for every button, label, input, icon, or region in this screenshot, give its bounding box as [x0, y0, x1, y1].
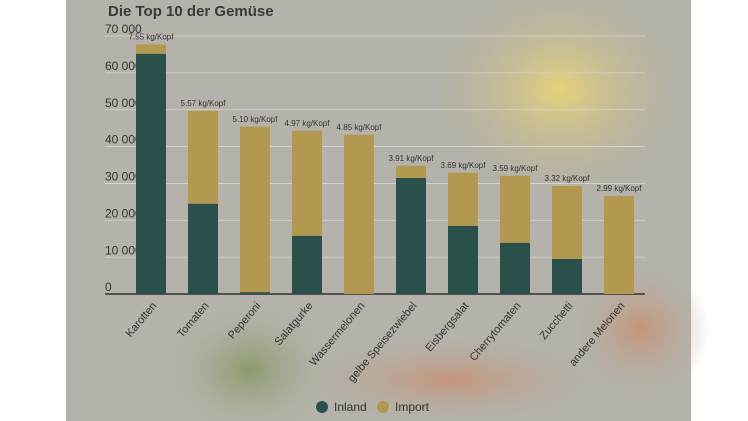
bar-segment [448, 172, 478, 226]
bar-segment [292, 130, 322, 236]
data-label: 3.32 kg/Kopf [545, 174, 591, 183]
bar-segment [240, 126, 270, 293]
bar-segment [552, 186, 582, 259]
bar-segment [448, 225, 478, 294]
data-label: 5.10 kg/Kopf [233, 115, 279, 124]
legend-label: Inland [334, 400, 367, 414]
bar-segment [136, 53, 166, 294]
y-tick-label: 20 000 [105, 206, 142, 220]
data-label: 5.57 kg/Kopf [181, 99, 227, 108]
data-label: 2.99 kg/Kopf [597, 184, 643, 193]
bar-segment [136, 44, 166, 54]
data-label: 3.69 kg/Kopf [441, 161, 487, 170]
background-shape [430, 0, 690, 200]
y-tick-label: 60 000 [105, 59, 142, 73]
data-label: 4.85 kg/Kopf [337, 123, 383, 132]
bar-segment [396, 165, 426, 178]
bar-segment [344, 134, 374, 294]
bar-segment [396, 177, 426, 294]
y-tick-label: 70 000 [105, 22, 142, 36]
y-tick-label: 30 000 [105, 170, 142, 184]
legend-label: Import [395, 400, 430, 414]
bar-segment [500, 242, 530, 294]
data-label: 3.91 kg/Kopf [389, 154, 435, 163]
background-shape [290, 335, 610, 421]
bar-segment [604, 195, 634, 294]
background-shape [570, 260, 710, 400]
legend-marker [316, 401, 328, 413]
bar-segment [240, 292, 270, 294]
legend-marker [377, 401, 389, 413]
bar-segment [500, 175, 530, 243]
bar-segment [552, 258, 582, 294]
y-tick-label: 0 [105, 280, 112, 294]
y-tick-label: 10 000 [105, 243, 142, 257]
y-tick-label: 50 000 [105, 96, 142, 110]
chart-title: Die Top 10 der Gemüse [108, 3, 274, 20]
data-label: 4.97 kg/Kopf [285, 119, 331, 128]
bar-segment [292, 235, 322, 294]
y-tick-label: 40 000 [105, 133, 142, 147]
data-label: 3.59 kg/Kopf [493, 164, 539, 173]
data-label: 7.55 kg/Kopf [129, 33, 175, 42]
bar-segment [188, 203, 218, 294]
bar-segment [188, 110, 218, 204]
